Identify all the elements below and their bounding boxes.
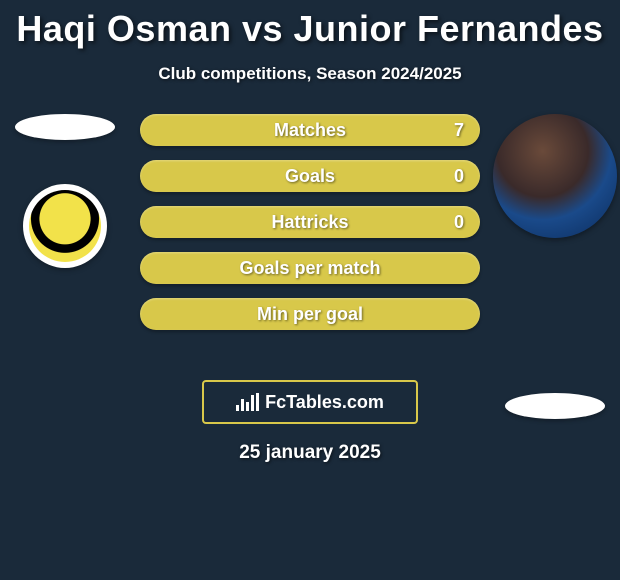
stat-bar-hattricks: Hattricks 0: [140, 206, 480, 238]
player-left-col: [0, 114, 130, 268]
stat-value-right: 7: [454, 114, 464, 146]
stat-bar-min-per-goal: Min per goal: [140, 298, 480, 330]
player-right-col: [490, 114, 620, 419]
stat-label: Min per goal: [140, 298, 480, 330]
brand-box[interactable]: FcTables.com: [202, 380, 418, 424]
stat-bar-goals: Goals 0: [140, 160, 480, 192]
comparison-row: Matches 7 Goals 0 Hattricks 0 Goals per …: [0, 114, 620, 374]
stat-label: Goals per match: [140, 252, 480, 284]
stat-label: Hattricks: [140, 206, 480, 238]
date-text: 25 january 2025: [0, 442, 620, 464]
subtitle: Club competitions, Season 2024/2025: [0, 64, 620, 84]
player-right-name-pill: [505, 393, 605, 419]
club-badge-left: [23, 184, 107, 268]
club-badge-left-graphic: [29, 190, 101, 262]
stats-column: Matches 7 Goals 0 Hattricks 0 Goals per …: [140, 114, 480, 330]
bar-chart-icon: [236, 393, 259, 411]
page-title: Haqi Osman vs Junior Fernandes: [0, 0, 620, 50]
stat-bar-matches: Matches 7: [140, 114, 480, 146]
player-left-name-pill: [15, 114, 115, 140]
stat-label: Goals: [140, 160, 480, 192]
brand-text: FcTables.com: [265, 392, 384, 413]
stat-value-right: 0: [454, 160, 464, 192]
stat-bar-goals-per-match: Goals per match: [140, 252, 480, 284]
player-right-photo: [493, 114, 617, 238]
stat-value-right: 0: [454, 206, 464, 238]
stat-label: Matches: [140, 114, 480, 146]
